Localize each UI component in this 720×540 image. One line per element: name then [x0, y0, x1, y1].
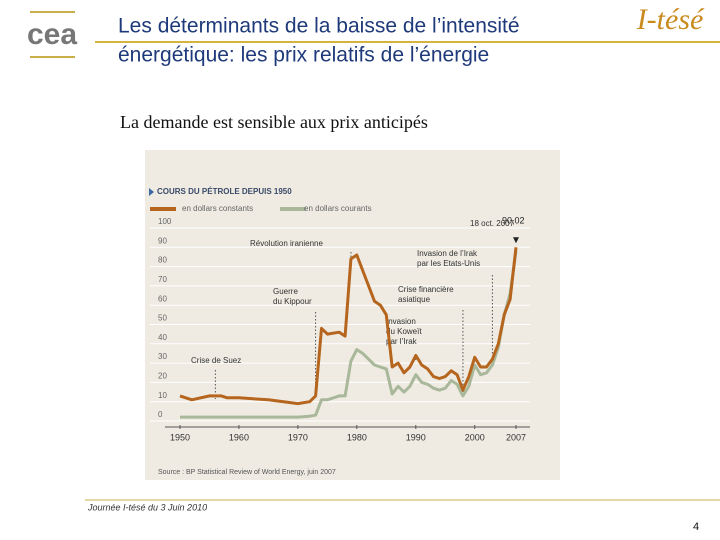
brand: I-tésé	[636, 3, 705, 36]
legend-label: en dollars courants	[304, 204, 372, 213]
x-tick-label: 1990	[406, 432, 426, 442]
x-tick-label: 1970	[288, 432, 308, 442]
annotation: Guerre	[273, 287, 298, 296]
annotation: par les Etats-Unis	[417, 259, 480, 268]
x-tick-label: 2000	[465, 432, 485, 442]
y-tick-label: 100	[158, 217, 172, 226]
y-tick-label: 0	[158, 410, 163, 419]
x-tick-label: 1980	[347, 432, 367, 442]
page-number: 4	[693, 521, 699, 533]
chart-title: COURS DU PÉTROLE DEPUIS 1950	[157, 187, 292, 196]
annotation: 18 oct. 2007	[470, 219, 515, 228]
chart: COURS DU PÉTROLE DEPUIS 1950 0 10 20 30 40 50 6…	[149, 187, 530, 476]
annotation: Invasion	[386, 317, 416, 326]
subtitle: La demande est sensible aux prix anticip…	[120, 112, 428, 132]
y-tick-label: 70	[158, 275, 167, 284]
series-line	[179, 247, 518, 406]
annotation: du Kippour	[273, 297, 312, 306]
annotation: asiatique	[398, 295, 431, 304]
y-tick-label: 10	[158, 391, 167, 400]
title-marker	[149, 188, 154, 196]
annotation: Invasion de l’Irak	[417, 249, 478, 258]
y-tick-label: 30	[158, 352, 167, 361]
series-line	[180, 250, 518, 419]
y-tick-label: 90	[158, 236, 167, 245]
x-tick-label: 1960	[229, 432, 249, 442]
annotation: Crise de Suez	[191, 356, 241, 365]
annotation: Crise financière	[398, 285, 454, 294]
source: Source : BP Statistical Review of World …	[158, 469, 336, 476]
y-tick-label: 40	[158, 333, 167, 342]
annotation: Révolution iranienne	[250, 239, 323, 248]
legend-label: en dollars constants	[182, 204, 253, 213]
value-marker	[513, 237, 519, 244]
logo: cea	[27, 18, 77, 51]
slide-title: Les déterminants de la baisse de l’inten…	[118, 15, 520, 38]
value-label: 90,02	[502, 216, 525, 226]
chart-panel	[145, 150, 560, 480]
y-tick-label: 50	[158, 314, 167, 323]
y-tick-label: 80	[158, 256, 167, 265]
slide-title: énergétique: les prix relatifs de l’éner…	[118, 44, 489, 67]
y-tick-label: 20	[158, 372, 167, 381]
y-tick-label: 60	[158, 294, 167, 303]
annotation: du Koweït	[386, 327, 422, 336]
x-tick-label: 2007	[506, 432, 526, 442]
footer: Journée I-tésé du 3 Juin 2010	[87, 502, 207, 512]
x-tick-label: 1950	[170, 432, 190, 442]
annotation: par l’Irak	[386, 337, 418, 346]
